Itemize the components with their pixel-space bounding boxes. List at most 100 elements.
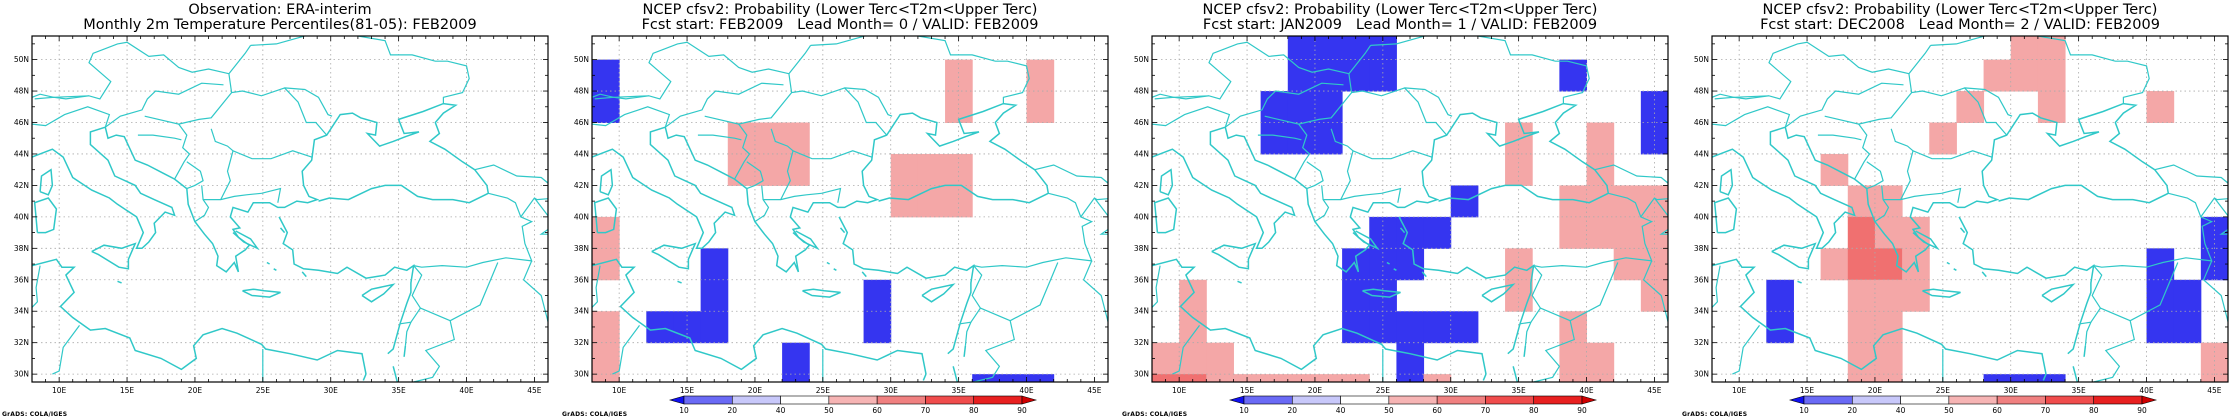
probability-cell-blue: [1396, 374, 1425, 382]
lat-tick-label: 50N: [574, 55, 589, 64]
country-border: [594, 41, 888, 136]
colorbar-segment: [1996, 395, 2046, 405]
colorbar-label: 90: [1577, 406, 1587, 415]
lat-tick-label: 44N: [1134, 149, 1149, 158]
coastline: [592, 102, 1050, 273]
coastline: [1393, 268, 1397, 271]
colorbar-label: 40: [1336, 406, 1346, 415]
coastline: [839, 227, 846, 234]
colorbar-high-arrow: [2141, 395, 2158, 405]
lat-tick-label: 34N: [1134, 307, 1149, 316]
country-border: [228, 45, 252, 75]
country-border: [612, 325, 640, 375]
coastline: [599, 168, 614, 196]
probability-cell-blue: [592, 91, 620, 123]
colorbar-segment: [876, 395, 926, 405]
probability-cell-pink: [1287, 374, 1316, 382]
lat-tick-label: 38N: [14, 244, 29, 253]
colorbar-label: 20: [1848, 406, 1858, 415]
probability-cell-pink: [782, 122, 810, 155]
lat-tick-label: 42N: [1694, 181, 1709, 190]
probability-cell-blue: [2146, 311, 2175, 344]
country-border: [2213, 197, 2228, 235]
lat-tick-label: 44N: [1694, 149, 1709, 158]
country-border: [2093, 192, 2214, 268]
country-border: [186, 161, 204, 190]
country-border: [34, 41, 328, 136]
colorbar-low-arrow: [668, 395, 685, 405]
lon-tick-label: 10E: [1172, 386, 1187, 395]
probability-cell-blue: [1314, 36, 1343, 61]
country-border: [746, 161, 764, 190]
lon-tick-label: 30E: [1444, 386, 1459, 395]
lat-tick-label: 46N: [1134, 118, 1149, 127]
probability-cell-blue: [1423, 311, 1452, 344]
map-panel-2: NCEP cfsv2: Probability (Lower Terc<T2m<…: [560, 0, 1120, 420]
country-border: [1172, 325, 1200, 375]
coastline: [1958, 216, 2095, 355]
coastline: [838, 216, 975, 355]
country-border: [1348, 45, 1372, 75]
country-border: [788, 45, 812, 75]
coastline: [278, 216, 415, 355]
colorbar-label: 70: [1481, 406, 1491, 415]
lat-tick-label: 38N: [1694, 244, 1709, 253]
coastline: [826, 261, 830, 265]
country-border: [973, 192, 1094, 268]
coastline: [921, 283, 956, 303]
probability-cell-blue: [2037, 374, 2066, 382]
coastline: [1922, 288, 1961, 298]
lat-tick-label: 36N: [1134, 275, 1149, 284]
probability-cell-pink: [917, 185, 946, 218]
lat-tick-label: 50N: [14, 55, 29, 64]
probability-cell-pink: [1874, 342, 1903, 375]
country-border: [2093, 320, 2135, 382]
lat-tick-label: 40N: [574, 212, 589, 221]
country-border: [413, 192, 534, 268]
colorbar-high-arrow: [1021, 395, 1038, 405]
coastline: [242, 288, 281, 298]
colorbar-low-arrow: [1228, 395, 1245, 405]
probability-cell-pink: [754, 153, 783, 186]
colorbar-label: 40: [1896, 406, 1906, 415]
map-svg: 10E 15E 20E 25E 30E 35E 40E 45E 30N 32N 34N 36N 38N 4…: [14, 35, 549, 395]
probability-cell-pink: [2010, 36, 2039, 61]
probability-cell-pink: [1260, 374, 1289, 382]
country-border: [592, 106, 671, 128]
colorbar-segment: [1803, 395, 1853, 405]
probability-cell-pink: [1874, 185, 1903, 218]
country-border: [1154, 41, 1448, 136]
country-border: [1082, 260, 1108, 325]
coastline: [273, 268, 277, 271]
lon-tick-label: 40E: [2139, 386, 2154, 395]
lat-tick-label: 36N: [14, 275, 29, 284]
country-border: [53, 95, 90, 98]
country-border: [1152, 93, 1174, 98]
country-border: [420, 262, 499, 322]
coastline: [1712, 102, 2170, 273]
colorbar-label: 10: [1799, 406, 1809, 415]
probability-cell-pink: [1179, 311, 1207, 344]
lat-tick-label: 44N: [14, 149, 29, 158]
colorbar-label: 20: [1288, 406, 1298, 415]
coastline: [33, 197, 58, 234]
coastline: [1399, 227, 1406, 234]
lon-tick-label: 10E: [612, 386, 627, 395]
country-border: [1817, 134, 1862, 141]
probability-cell-blue: [1342, 36, 1370, 61]
lon-tick-label: 15E: [1240, 386, 1255, 395]
country-border: [1854, 123, 1871, 180]
probability-cell-pink: [1613, 216, 1642, 249]
probability-cell-blue: [782, 342, 810, 375]
colorbar-segment: [1291, 395, 1341, 405]
probability-cell-pink: [2037, 36, 2066, 61]
lat-tick-label: 42N: [1134, 181, 1149, 190]
country-border: [137, 134, 182, 141]
country-border: [1874, 185, 1890, 223]
probability-cell-pink: [1847, 279, 1876, 312]
country-border: [1712, 93, 1734, 98]
probability-cell-pink: [1983, 59, 2012, 92]
country-border: [32, 106, 111, 128]
probability-cell-pink: [1586, 122, 1615, 155]
probability-cell-blue: [1450, 185, 1479, 218]
